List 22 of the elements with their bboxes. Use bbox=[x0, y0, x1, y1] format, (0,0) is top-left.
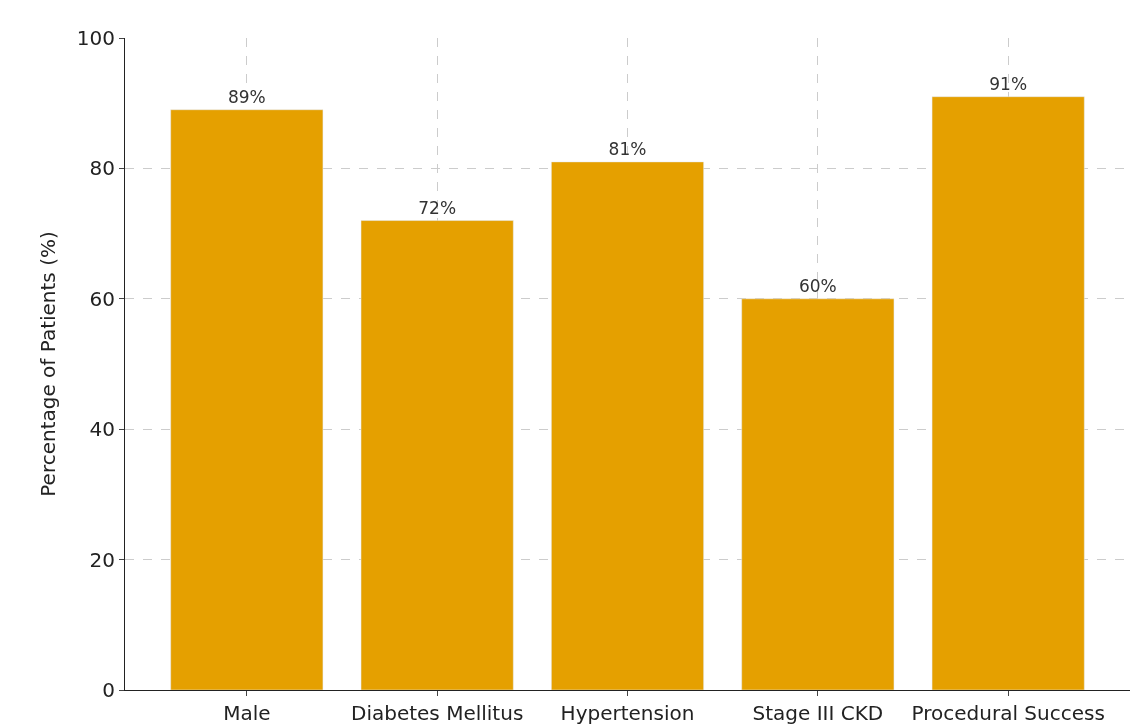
y-tick-label: 80 bbox=[89, 156, 115, 181]
x-tick-label: Stage III CKD bbox=[752, 701, 884, 725]
data-label: 81% bbox=[608, 138, 647, 159]
data-label: 89% bbox=[227, 86, 266, 107]
data-label: 91% bbox=[989, 73, 1028, 94]
y-tick-label: 100 bbox=[76, 26, 115, 50]
y-tick-label: 0 bbox=[102, 678, 115, 702]
x-tick-label: Diabetes Mellitus bbox=[351, 701, 524, 725]
y-axis-title: Percentage of Patients (%) bbox=[36, 231, 61, 497]
x-tick-label: Hypertension bbox=[560, 701, 695, 725]
bar bbox=[741, 298, 895, 690]
data-label: 72% bbox=[418, 197, 457, 218]
data-label: 60% bbox=[798, 275, 837, 296]
y-tick-label: 40 bbox=[89, 417, 115, 442]
x-tick-label: Procedural Success bbox=[911, 701, 1105, 725]
bar bbox=[170, 109, 324, 690]
y-tick-label: 20 bbox=[89, 547, 115, 572]
y-tick-label: 60 bbox=[89, 286, 115, 311]
x-tick-label: Male bbox=[223, 701, 271, 725]
bar bbox=[551, 161, 704, 690]
bar bbox=[931, 96, 1085, 690]
bar bbox=[360, 220, 514, 690]
